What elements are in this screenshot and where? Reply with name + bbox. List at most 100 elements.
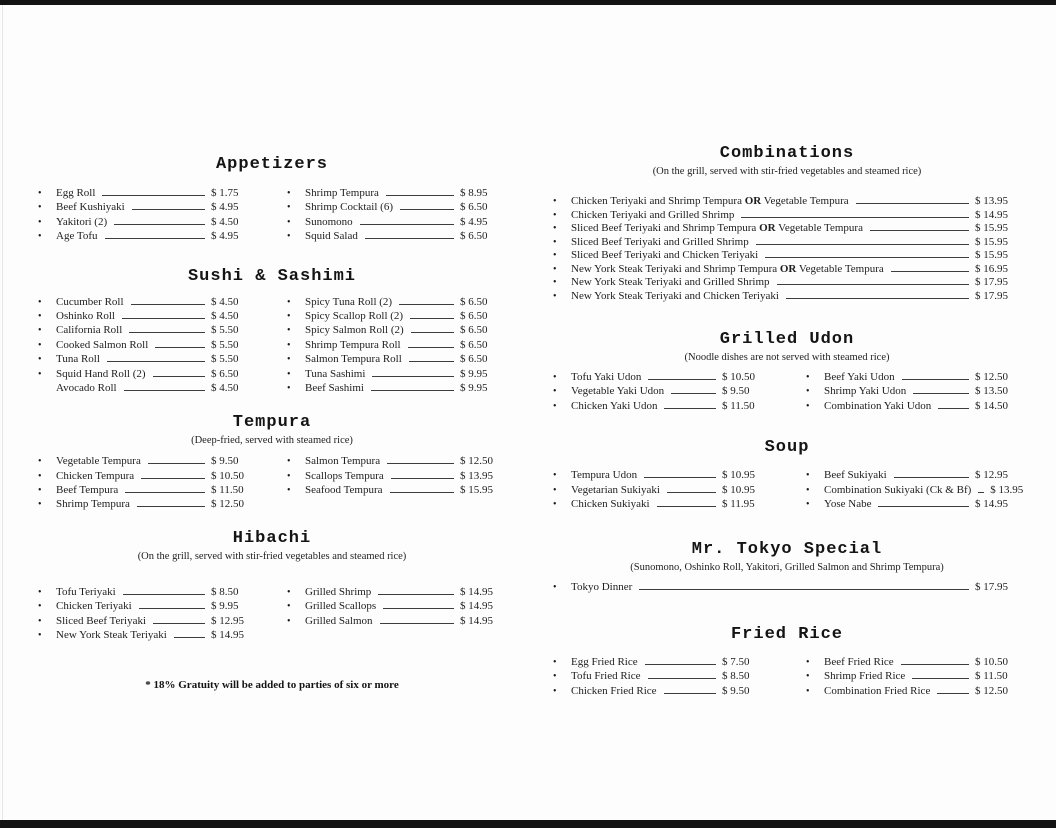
menu-item-row: • California Roll $ 5.50	[38, 324, 257, 338]
item-price: $ 4.50	[211, 309, 239, 322]
bullet-icon: •	[38, 630, 42, 642]
section-soup: Soup • Tempura Udon $ 10.95 • Vegetarian Suki…	[553, 438, 1023, 512]
item-name: Chicken Sukiyaki	[571, 497, 650, 510]
menu-item-row: • Seafood Tempura $ 15.95	[287, 484, 506, 498]
item-name: Spicy Tuna Roll (2)	[305, 295, 393, 308]
menu-column: • Egg Fried Rice $ 7.50 • Tofu Fried Rice $ 8…	[553, 656, 768, 699]
menu-item-row: • Beef Kushiyaki $ 4.95	[38, 201, 257, 215]
menu-column: • Grilled Shrimp $ 14.95 • Grilled Scallops $…	[287, 586, 506, 644]
item-name: Shrimp Fried Rice	[824, 670, 906, 683]
section-title: Tempura	[232, 413, 312, 433]
price-leader-line	[855, 202, 969, 204]
price-leader-line	[152, 375, 205, 377]
gratuity-note: * 18% Gratuity will be added to parties …	[145, 679, 399, 692]
section-columns: • Tokyo Dinner $ 17.95	[553, 581, 1021, 595]
section-title: Soup	[764, 438, 810, 458]
price-leader-line	[644, 663, 716, 665]
item-name: Egg Fried Rice	[571, 655, 638, 668]
menu-item-row: • Shrimp Fried Rice $ 11.50	[806, 670, 1021, 684]
item-price: $ 13.50	[975, 385, 1008, 398]
menu-item-row: • Shrimp Cocktail (6) $ 6.50	[287, 201, 506, 215]
menu-item-row: • Shrimp Tempura Roll $ 6.50	[287, 339, 506, 353]
bullet-icon: •	[38, 188, 42, 199]
item-name: Shrimp Tempura	[305, 187, 379, 199]
item-name: Sunomono	[305, 215, 353, 228]
item-price: $ 14.95	[460, 585, 493, 598]
bullet-icon: •	[553, 236, 557, 248]
price-leader-line	[385, 194, 454, 196]
price-leader-line	[104, 237, 205, 240]
item-price: $ 10.50	[975, 655, 1008, 668]
item-price: $ 4.50	[211, 215, 239, 228]
menu-item-row: • Chicken Teriyaki and Shrimp Tempura OR …	[553, 195, 1021, 209]
bullet-icon: •	[38, 499, 42, 511]
bullet-icon: •	[38, 368, 42, 380]
item-price: $ 13.95	[975, 195, 1008, 207]
item-price: $ 17.95	[975, 276, 1008, 288]
item-name: Beef Yaki Udon	[824, 371, 895, 383]
bullet-icon: •	[553, 656, 557, 668]
item-name: Sliced Beef Teriyaki and Chicken Teriyak…	[571, 249, 759, 261]
bullet-icon: •	[287, 601, 291, 613]
bullet-icon: •	[806, 671, 810, 683]
item-name: Beef Fried Rice	[824, 655, 894, 668]
bullet-icon: •	[553, 400, 557, 412]
menu-item-row: • Tofu Fried Rice $ 8.50	[553, 670, 768, 684]
section-tempura: Tempura (Deep-fried, served with steamed …	[38, 413, 506, 513]
bullet-icon: •	[806, 400, 810, 412]
item-name: Squid Hand Roll (2)	[56, 367, 146, 380]
bullet-icon: •	[38, 456, 42, 468]
item-price: $ 10.95	[722, 469, 755, 482]
menu-item-row: • New York Steak Teriyaki and Chicken Ter…	[553, 290, 1021, 304]
section-title: Grilled Udon	[719, 330, 855, 349]
menu-item-row: • Shrimp Tempura $ 12.50	[38, 498, 257, 512]
section-grilled-udon: Grilled Udon (Noodle dishes are not serve…	[553, 330, 1021, 414]
section-subtitle: (Noodle dishes are not served with steam…	[684, 352, 890, 363]
menu-item-row: • Shrimp Yaki Udon $ 13.50	[806, 385, 1021, 399]
item-price: $ 14.50	[975, 399, 1008, 412]
menu-column: • Beef Sukiyaki $ 12.95 • Combination Sukiya…	[806, 469, 1023, 512]
item-name: Beef Sashimi	[305, 381, 364, 394]
menu-item-row: • Grilled Shrimp $ 14.95	[287, 586, 506, 600]
menu-column: • Egg Roll $ 1.75 • Beef Kushiyaki $ 4.95 • Yak…	[38, 187, 257, 245]
bullet-icon: •	[287, 586, 291, 598]
menu-item-row: • New York Steak Teriyaki $ 14.95	[38, 629, 257, 643]
item-price: $ 12.50	[460, 455, 493, 468]
menu-item-row: • Chicken Tempura $ 10.50	[38, 470, 257, 484]
menu-item-row: • Shrimp Tempura $ 8.95	[287, 187, 506, 201]
price-leader-line	[776, 283, 969, 285]
price-leader-line	[648, 378, 716, 380]
price-leader-line	[901, 378, 969, 380]
item-name: Tofu Teriyaki	[56, 585, 116, 598]
bullet-icon: •	[38, 339, 42, 351]
menu-item-row: • Beef Fried Rice $ 10.50	[806, 656, 1021, 670]
menu-item-row: • Spicy Tuna Roll (2) $ 6.50	[287, 296, 506, 310]
menu-item-row: • Combination Yaki Udon $ 14.50	[806, 400, 1021, 414]
bullet-icon: •	[553, 671, 557, 683]
item-name: Seafood Tempura	[305, 484, 383, 497]
price-leader-line	[372, 375, 454, 377]
price-leader-line	[407, 346, 454, 348]
price-leader-line	[364, 237, 454, 240]
price-leader-line	[890, 270, 969, 272]
section-columns: • Egg Roll $ 1.75 • Beef Kushiyaki $ 4.95 • Yak…	[38, 187, 506, 245]
bullet-icon: •	[806, 470, 810, 482]
item-name: Spicy Scallop Roll (2)	[305, 309, 404, 322]
item-price: $ 9.50	[211, 455, 239, 468]
menu-item-row: • Chicken Sukiyaki $ 11.95	[553, 498, 768, 512]
item-price: $ 11.95	[722, 497, 755, 510]
item-price: $ 6.50	[460, 338, 488, 351]
item-name: Yose Nabe	[824, 497, 872, 510]
menu-column: • Chicken Teriyaki and Shrimp Tempura OR …	[553, 195, 1021, 303]
item-price: $ 8.50	[211, 585, 239, 598]
bullet-icon: •	[806, 685, 810, 697]
menu-column: • Cucumber Roll $ 4.50 • Oshinko Roll $ 4.50 •…	[38, 296, 257, 397]
menu-column: • Vegetable Tempura $ 9.50 • Chicken Tempura…	[38, 455, 257, 513]
item-name: Scallops Tempura	[305, 469, 384, 482]
item-name: Salmon Tempura Roll	[305, 353, 402, 366]
menu-item-row: • Combination Sukiyaki (Ck & Bf) $ 13.95	[806, 484, 1023, 498]
bullet-icon: •	[287, 339, 291, 351]
section-columns: • Tofu Teriyaki $ 8.50 • Chicken Teriyaki $ 9…	[38, 586, 506, 644]
item-price: $ 4.50	[211, 381, 239, 394]
item-price: $ 6.50	[460, 201, 488, 214]
